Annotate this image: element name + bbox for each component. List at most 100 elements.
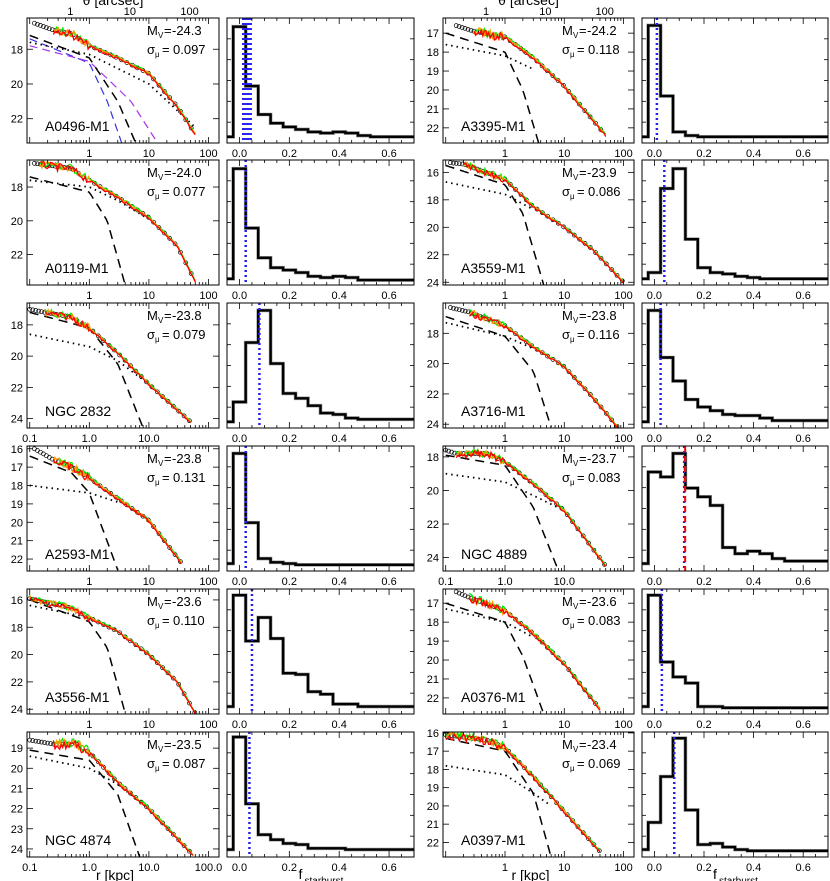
data-point-circle <box>156 531 162 536</box>
data-point-circle <box>577 236 582 242</box>
data-point-circle <box>456 24 462 29</box>
data-point-circle <box>614 272 620 278</box>
y-tick-label: 17 <box>427 746 439 758</box>
mv-value: -23.8 <box>587 308 617 323</box>
profile-line-red <box>40 160 196 283</box>
data-point-circle <box>446 448 452 454</box>
sigma-subscript: μ <box>570 478 575 487</box>
mv-value: -23.6 <box>172 594 202 609</box>
galaxy-name: NGC 4874 <box>45 832 111 848</box>
galaxy-name: NGC 2832 <box>45 403 111 419</box>
data-point-circle <box>167 236 173 241</box>
data-point-circle <box>580 533 586 539</box>
y-tick-label: 24 <box>11 414 23 426</box>
y-tick-label: 22 <box>427 519 439 531</box>
x-tick-label: 0.2 <box>282 148 297 160</box>
data-point-circle <box>42 740 47 745</box>
x-tick-label: 1 <box>502 862 508 874</box>
x-tick-label: 0.6 <box>796 576 811 588</box>
y-tick-label: 16 <box>427 728 439 740</box>
histogram-bar <box>258 258 270 285</box>
x-tick-label: 10 <box>558 862 570 874</box>
galaxy-name: A3716-M1 <box>461 403 526 419</box>
data-point-circle <box>453 589 459 595</box>
x-tick-label: 10 <box>558 433 570 445</box>
profile-plot-area <box>27 306 192 428</box>
sigma-equals: = <box>162 42 170 57</box>
y-tick-label: 21 <box>427 104 439 116</box>
bulge-model-curve <box>29 749 141 857</box>
y-tick-label: 18 <box>427 328 439 340</box>
mv-value: -23.4 <box>587 737 617 752</box>
mv-equals: = <box>579 737 587 752</box>
x-tick-label: 0.4 <box>746 290 761 302</box>
data-point-circle <box>95 759 101 765</box>
x-tick-label: 0.2 <box>696 433 711 445</box>
data-point-circle <box>154 660 160 665</box>
histogram-step-line <box>642 309 828 423</box>
sigma-symbol: σ <box>562 327 570 342</box>
y-tick-label: 22 <box>11 114 23 126</box>
x-tick-label: 0.6 <box>381 290 396 302</box>
x-tick-label: 0.0 <box>647 862 662 874</box>
data-point-circle <box>453 23 459 28</box>
x-tick-label: 0.0 <box>647 576 662 588</box>
histogram-bar <box>698 497 710 571</box>
y-tick-label: 18 <box>11 622 23 634</box>
x-tick-label: 0.4 <box>332 290 347 302</box>
bulge-model-curve <box>29 455 119 571</box>
y-tick-label: 21 <box>427 674 439 686</box>
data-point-circle <box>176 408 182 414</box>
mv-symbol: M <box>562 737 573 752</box>
sigma-subscript: μ <box>155 621 160 630</box>
x-tick-label: 0.0 <box>647 148 662 160</box>
y-tick-label: 18 <box>427 195 439 207</box>
x-tick-label: 0.1 <box>22 862 37 874</box>
profile-frame <box>26 588 220 715</box>
sigma-subscript: μ <box>570 621 575 630</box>
histogram-bar <box>271 364 283 428</box>
mv-symbol: M <box>147 737 158 752</box>
histogram-bar <box>685 239 697 285</box>
profile-line-red <box>44 310 191 424</box>
data-point-circle <box>507 182 513 187</box>
y-tick-label: 20 <box>427 485 439 497</box>
data-point-circle <box>603 261 609 267</box>
data-point-circle <box>587 392 593 397</box>
histogram-bar <box>661 96 673 143</box>
sigma-value: 0.086 <box>588 184 621 199</box>
x-tick-label: 0.6 <box>796 290 811 302</box>
sigma-equals: = <box>577 470 585 485</box>
histogram-plot: 0.0 0.2 0.4 0.6 <box>641 588 829 731</box>
x-tick-label: 100 <box>614 290 632 302</box>
mv-symbol: M <box>147 23 158 38</box>
disk-model-curve <box>445 608 534 639</box>
x-tick-label: 0.4 <box>332 719 347 731</box>
x-tick-label: 10 <box>558 148 570 160</box>
x-tick-label: 0.6 <box>381 719 396 731</box>
data-point-circle <box>172 241 178 247</box>
x-tick-label: 1.0 <box>82 433 97 445</box>
profile-line-red <box>455 449 607 567</box>
x-tick-label: 100 <box>199 148 217 160</box>
x-tick-label: 0.6 <box>796 433 811 445</box>
histogram-bar <box>685 400 697 428</box>
data-point-circle <box>119 197 124 202</box>
data-point-circle <box>598 255 604 261</box>
x-axis-title-subscript: starburst <box>719 876 758 881</box>
data-point-circle <box>27 737 33 743</box>
mv-subscript: V <box>158 31 164 40</box>
x-tick-label: 10 <box>558 719 570 731</box>
x-tick-label: 0.4 <box>332 433 347 445</box>
histogram-bar <box>661 477 673 571</box>
mv-equals: = <box>579 165 587 180</box>
mv-equals: = <box>164 594 172 609</box>
bulge-model-curve <box>445 737 552 857</box>
data-point-circle <box>593 250 598 255</box>
profile-frame <box>26 159 220 286</box>
